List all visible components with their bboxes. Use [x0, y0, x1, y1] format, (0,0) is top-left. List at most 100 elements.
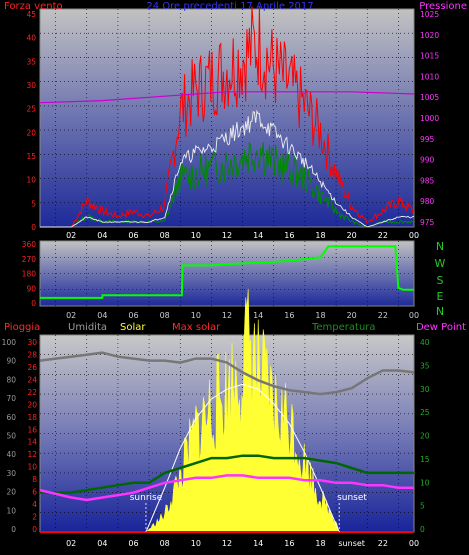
temperature-y-tick: 15 [420, 455, 430, 464]
temperature-y-tick: 40 [420, 338, 430, 347]
dir-x-tick: 06 [128, 311, 138, 320]
pressure-y-tick: 975 [420, 218, 435, 227]
rain-y-tick: 0 [32, 525, 37, 534]
bottom-x-tick: sunset [338, 539, 365, 548]
bottom-x-tick: 06 [128, 539, 138, 548]
pressure-y-tick: 1005 [420, 93, 439, 102]
bottom-x-tick: 04 [97, 539, 107, 548]
bottom-x-tick: 14 [253, 539, 263, 548]
wind-y-tick: 35 [26, 57, 36, 66]
pressure-y-tick: 980 [420, 197, 435, 206]
dir-x-tick: 08 [160, 311, 170, 320]
direction-y-tick: 270 [22, 255, 37, 264]
compass-e: E [437, 290, 444, 303]
dir-x-tick: 00 [409, 311, 419, 320]
wind-axis-label: Forza vento [4, 1, 63, 12]
wind-y-tick: 10 [26, 176, 36, 185]
legend-solar: Solar [120, 322, 146, 333]
pressure-y-tick: 1000 [420, 114, 439, 123]
max-solar-series [145, 383, 340, 533]
humidity-y-tick: 40 [6, 450, 16, 459]
humidity-y-tick: 90 [6, 357, 16, 366]
humidity-y-tick: 20 [6, 488, 16, 497]
bottom-x-tick: 22 [378, 539, 388, 548]
direction-y-tick: 360 [22, 240, 37, 249]
bottom-x-tick: 00 [409, 539, 419, 548]
wind-y-tick: 15 [26, 152, 36, 161]
dir-x-tick: 22 [378, 311, 388, 320]
top-x-tick: 04 [97, 231, 107, 240]
humidity-series [39, 351, 415, 396]
dir-x-tick: 02 [66, 311, 76, 320]
top-x-tick: 02 [66, 231, 76, 240]
dir-x-tick: 14 [253, 311, 263, 320]
pressure-y-tick: 1025 [420, 10, 439, 19]
wind-y-tick: 45 [26, 10, 36, 19]
humidity-y-tick: 50 [6, 432, 16, 441]
pressure-series [39, 91, 415, 104]
rain-y-tick: 6 [32, 488, 37, 497]
humidity-y-tick: 10 [6, 506, 16, 515]
wind-average-series [40, 141, 415, 228]
wind-pressure-panel [39, 8, 415, 228]
legend-dew-point: Dew Point [416, 322, 466, 333]
humidity-y-tick: 30 [6, 469, 16, 478]
wind-y-tick: 5 [31, 199, 36, 208]
dir-x-tick: 18 [315, 311, 325, 320]
wind-y-tick: 0 [31, 223, 36, 232]
compass-w: W [435, 257, 446, 270]
dir-x-tick: 10 [191, 311, 201, 320]
rain-y-tick: 20 [27, 400, 37, 409]
rain-y-tick: 30 [27, 338, 37, 347]
legend-pioggia: Pioggia [4, 322, 40, 333]
compass-n-bottom: N [436, 305, 444, 318]
top-x-tick: 10 [191, 231, 201, 240]
top-x-tick: 12 [222, 231, 232, 240]
rain-y-tick: 18 [27, 413, 37, 422]
humidity-y-tick: 60 [6, 413, 16, 422]
wind-direction-series [40, 245, 414, 299]
dir-x-tick: 20 [347, 311, 357, 320]
rain-y-tick: 8 [32, 475, 37, 484]
humidity-y-tick: 100 [2, 338, 17, 347]
pressure-y-tick: 995 [420, 135, 435, 144]
pressure-axis-label: Pressione [419, 1, 467, 12]
rain-y-tick: 16 [27, 425, 37, 434]
temperature-y-tick: 5 [420, 502, 425, 511]
humidity-y-tick: 0 [11, 525, 16, 534]
humidity-y-tick: 70 [6, 394, 16, 403]
sunset-label: sunset [337, 493, 367, 503]
temperature-y-tick: 35 [420, 361, 430, 370]
wind-y-tick: 25 [26, 105, 36, 114]
direction-y-tick: 90 [26, 284, 36, 293]
wind-gust-series [40, 5, 415, 228]
top-x-tick: 08 [160, 231, 170, 240]
wind-y-tick: 30 [26, 81, 36, 90]
rain-y-tick: 26 [27, 363, 37, 372]
rain-y-tick: 14 [27, 438, 37, 447]
top-x-tick: 06 [128, 231, 138, 240]
pressure-y-tick: 1015 [420, 52, 439, 61]
temperature-y-tick: 10 [420, 478, 430, 487]
rain-y-tick: 22 [27, 388, 37, 397]
temperature-y-tick: 20 [420, 432, 430, 441]
top-x-tick: 16 [284, 231, 294, 240]
rain-y-tick: 24 [27, 375, 37, 384]
dir-x-tick: 04 [97, 311, 107, 320]
direction-y-tick: 180 [22, 270, 37, 279]
temperature-series [40, 454, 414, 494]
dir-x-tick: 16 [284, 311, 294, 320]
legend-umidita: Umidita [68, 322, 107, 333]
pressure-y-tick: 1010 [420, 72, 439, 81]
bottom-x-tick: 16 [284, 539, 294, 548]
pressure-y-tick: 1020 [420, 31, 439, 40]
dir-x-tick: 12 [222, 311, 232, 320]
bottom-x-tick: 10 [191, 539, 201, 548]
rain-y-tick: 4 [32, 500, 37, 509]
bottom-x-tick: 12 [222, 539, 232, 548]
legend-temperatura: Temperatura [311, 322, 376, 333]
top-x-tick: 00 [409, 231, 419, 240]
top-x-tick: 18 [315, 231, 325, 240]
rain-y-tick: 10 [27, 463, 37, 472]
